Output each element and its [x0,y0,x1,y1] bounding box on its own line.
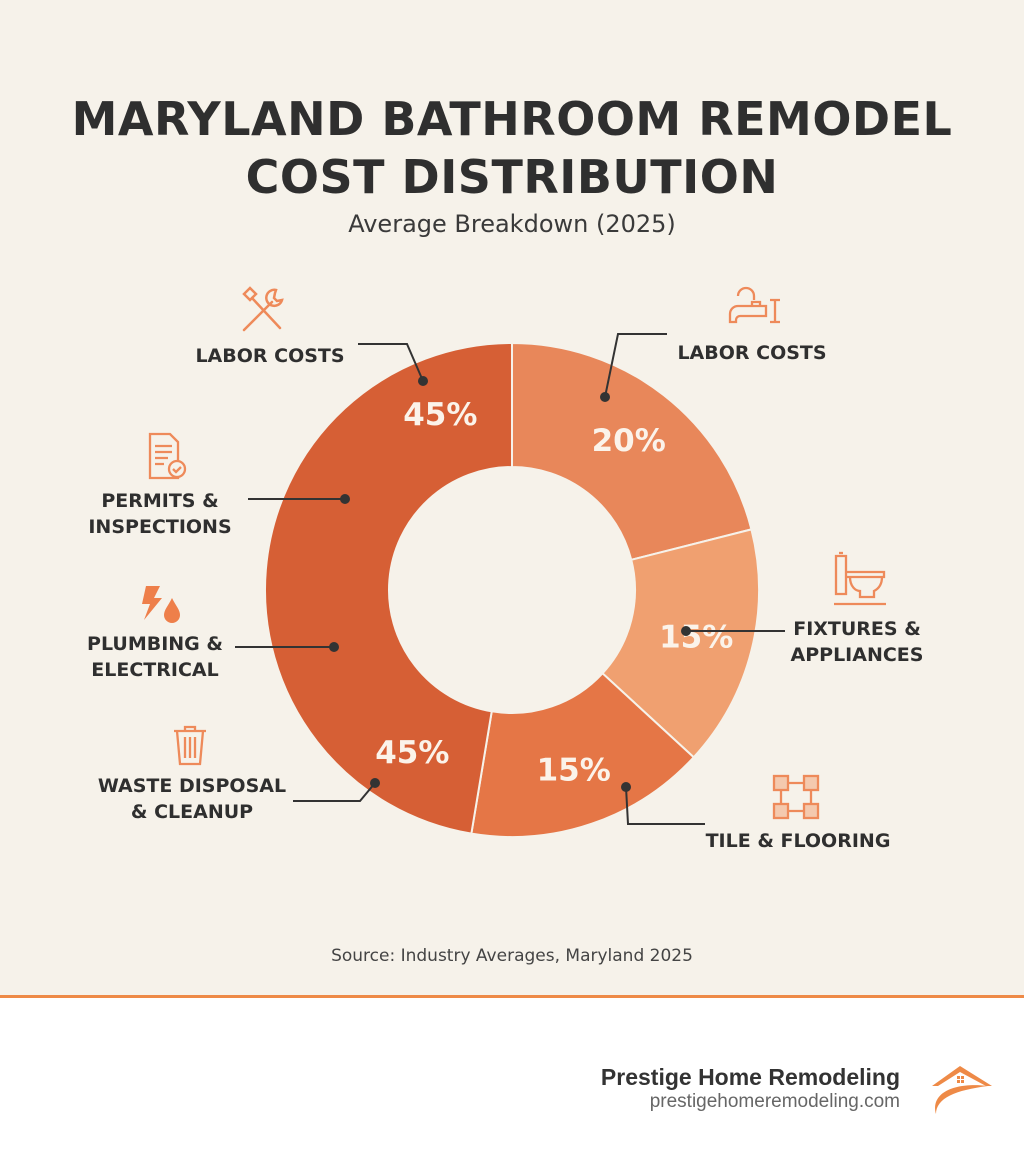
slice-percent-label: 45% [403,397,477,433]
slice-percent-label: 15% [659,620,733,656]
tiles-icon [772,774,820,820]
slice-percent-label: 45% [375,735,449,771]
bolt-drop-icon [142,586,180,623]
donut-slice [601,528,760,759]
callout-line: PLUMBING & [87,633,223,655]
callout-fixtures: FIXTURES & APPLIANCES [791,616,924,668]
leader-labor-right [604,333,667,398]
callout-line: PERMITS & [101,490,219,512]
callout-plumbing: PLUMBING & ELECTRICAL [87,631,223,683]
donut-slice [511,341,753,562]
faucet-icon [728,286,780,324]
leader-waste [293,782,376,802]
source-note: Source: Industry Averages, Maryland 2025 [331,946,693,966]
callout-dots [329,376,691,792]
dot [329,642,339,652]
dot [418,376,428,386]
house-logo-icon [932,1066,992,1114]
donut-chart: 20% 15% 15% 45% 45% [235,333,785,838]
callout-lines [235,333,785,825]
callout-line: INSPECTIONS [88,516,232,538]
slice-percent-label: 20% [592,423,666,459]
title-line-1: MARYLAND BATHROOM REMODEL [71,92,953,146]
callout-permits: PERMITS & INSPECTIONS [88,488,231,540]
callout-line: APPLIANCES [790,644,924,666]
dot [340,494,350,504]
brand-url[interactable]: prestigehomeremodeling.com [649,1091,900,1112]
trash-icon [174,725,206,766]
brand-name: Prestige Home Remodeling [600,1064,900,1090]
title-line-2: COST DISTRIBUTION [245,150,779,204]
leader-tile [625,786,705,825]
callout-line: ELECTRICAL [91,659,219,681]
callout-tile: TILE & FLOORING [705,830,891,852]
chart-subtitle: Average Breakdown (2025) [348,210,676,238]
hammer-wrench-icon [242,286,284,332]
dot [600,392,610,402]
footer [0,998,1024,1154]
callout-labor-costs-left: LABOR COSTS [195,345,345,367]
brand-block: Prestige Home Remodeling prestigehomerem… [601,1064,900,1113]
callout-waste: WASTE DISPOSAL & CLEANUP [98,773,286,825]
callout-line: & CLEANUP [130,801,254,823]
dot [681,626,691,636]
document-check-icon [148,432,187,480]
chart-title: MARYLAND BATHROOM REMODEL COST DISTRIBUT… [0,90,1024,206]
callout-line: FIXTURES & [793,618,921,640]
leader-labor-left [358,343,424,382]
toilet-icon [834,551,886,606]
callout-labor-costs-right: LABOR COSTS [677,342,827,364]
donut-slice [264,341,513,835]
footer-divider [0,995,1024,998]
slice-percent-label: 15% [537,753,611,789]
callout-line: WASTE DISPOSAL [97,775,287,797]
dot [621,782,631,792]
dot [370,778,380,788]
donut-slice [470,671,696,838]
